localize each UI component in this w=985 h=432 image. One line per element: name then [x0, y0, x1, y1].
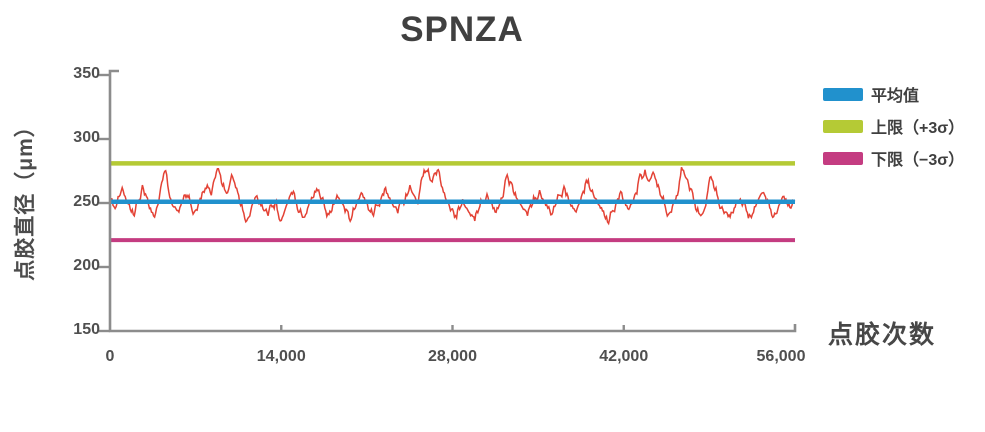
data-line	[109, 166, 796, 226]
legend-label-mean: 平均值	[871, 88, 920, 105]
x-axis-label: 点胶次数	[828, 321, 937, 349]
legend-label-upper-limit: 上限（+3σ）	[871, 120, 965, 137]
chart-title: SPNZA	[400, 10, 524, 49]
legend-item-lower-limit: 下限（−3σ）	[823, 148, 965, 169]
legend-item-upper-limit: 上限（+3σ）	[823, 116, 965, 137]
legend-item-mean: 平均值	[823, 84, 964, 105]
legend-label-lower-limit: 下限（−3σ）	[871, 152, 965, 169]
legend: 平均值 上限（+3σ） 下限（−3σ）	[823, 84, 964, 180]
mean-line-swatch	[823, 87, 863, 101]
lower-limit-swatch	[823, 151, 863, 165]
upper-limit-swatch	[823, 119, 863, 133]
